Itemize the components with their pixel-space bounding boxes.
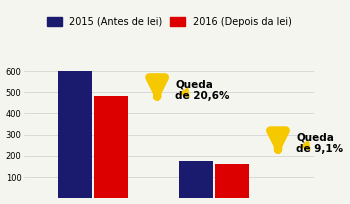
Bar [58, 71, 92, 198]
Bar [94, 96, 128, 198]
Bar [215, 164, 249, 198]
Legend: 2015 (Antes de lei), 2016 (Depois da lei): 2015 (Antes de lei), 2016 (Depois da lei… [43, 13, 295, 31]
Text: Queda
de 9,1%: Queda de 9,1% [296, 133, 343, 154]
Text: Queda
de 20,6%: Queda de 20,6% [175, 80, 230, 101]
Bar [179, 161, 213, 198]
